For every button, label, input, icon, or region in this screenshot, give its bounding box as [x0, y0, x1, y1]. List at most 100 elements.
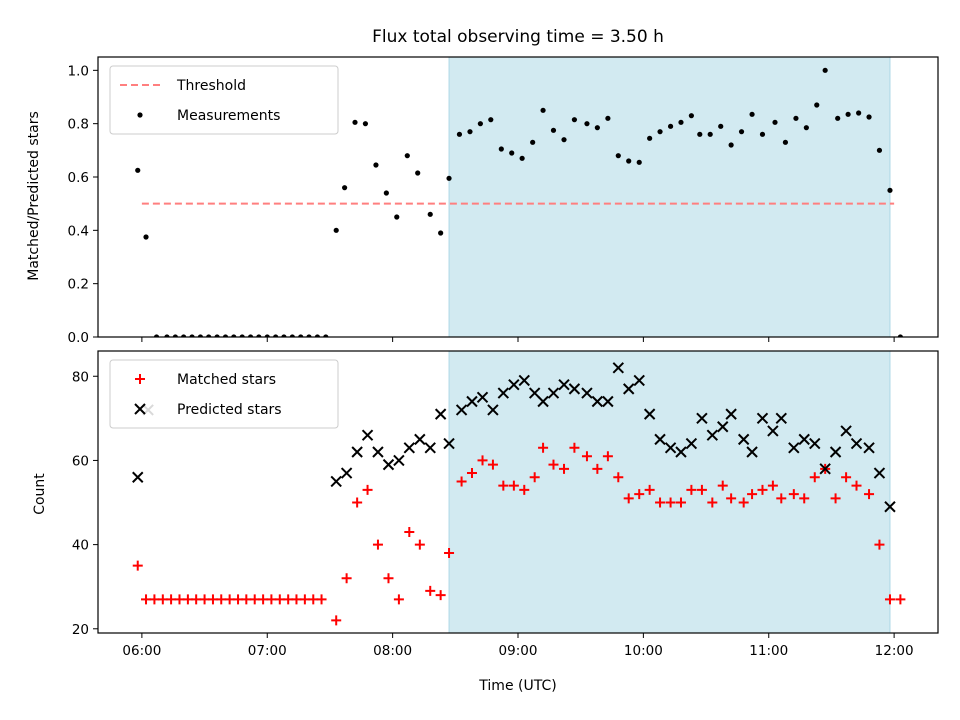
predicted-star-point — [424, 442, 436, 454]
measurement-point — [333, 227, 339, 233]
x-tick-label: 11:00 — [749, 643, 788, 659]
measurement-point — [605, 115, 611, 121]
measurement-point — [427, 211, 433, 217]
x-tick-label: 06:00 — [122, 643, 161, 659]
legend-label: Predicted stars — [177, 402, 282, 418]
predicted-star-point — [725, 408, 737, 420]
measurement-point — [477, 121, 483, 127]
predicted-star-point — [591, 395, 604, 408]
legend-box — [109, 359, 339, 429]
data-layer — [135, 67, 903, 337]
matched-star-point — [519, 484, 530, 495]
predicted-star-point — [443, 437, 455, 450]
measurement-point — [876, 147, 883, 153]
y-tick-label: 0.2 — [68, 277, 89, 293]
measurement-point — [467, 129, 473, 135]
predicted-star-point — [568, 383, 581, 395]
x-tick-label: 10:00 — [624, 643, 663, 659]
matched-star-point — [602, 451, 613, 462]
predicted-star-point — [518, 374, 530, 387]
matched-star-point — [132, 560, 143, 571]
legend: Matched stars Predicted stars — [109, 359, 339, 429]
matched-star-point — [707, 497, 718, 508]
x-axis-label: Time (UTC) — [478, 678, 556, 694]
measurement-point — [306, 334, 312, 337]
matched-star-point — [799, 493, 810, 504]
predicted-star-point — [717, 421, 729, 433]
matched-star-point — [665, 497, 676, 508]
measurement-point — [314, 334, 321, 337]
predicted-star-point — [819, 463, 831, 475]
matched-star-point — [166, 594, 177, 605]
measurement-point — [540, 107, 546, 113]
measurement-point — [206, 334, 212, 337]
measurement-point — [342, 185, 348, 191]
legend-label: Measurements — [177, 108, 280, 124]
matched-star-point — [274, 594, 285, 605]
measurement-point — [498, 146, 504, 152]
matched-star-point — [477, 455, 488, 466]
measurement-point — [239, 334, 245, 337]
predicted-star-point — [884, 501, 896, 513]
bottom-y-axis-label: Count — [32, 473, 48, 515]
predicted-star-point — [863, 442, 875, 454]
matched-star-point — [776, 493, 787, 504]
matched-star-point — [851, 480, 862, 491]
matched-star-point — [623, 493, 634, 504]
measurement-point — [509, 150, 515, 156]
measurement-point — [749, 111, 755, 117]
measurement-point — [887, 187, 893, 193]
measurement-point — [814, 102, 820, 108]
top-panel: Flux total observing time = 3.50 h Match… — [26, 27, 939, 346]
matched-star-point — [241, 594, 252, 605]
predicted-star-point — [340, 467, 353, 479]
measurement-point — [519, 155, 525, 161]
matched-star-point — [696, 484, 707, 495]
predicted-star-point — [528, 387, 541, 399]
predicted-star-point — [809, 437, 821, 450]
predicted-star-point — [612, 362, 625, 374]
matched-star-point — [717, 480, 728, 491]
measurement-point — [281, 334, 287, 337]
y-tick-label: 0.8 — [68, 117, 89, 133]
matched-star-point — [864, 489, 875, 500]
measurement-point — [678, 119, 684, 125]
matched-star-point — [316, 594, 327, 605]
measurement-point — [584, 121, 590, 127]
measurement-point — [143, 234, 149, 240]
measurement-point — [415, 170, 421, 176]
predicted-star-point — [487, 404, 499, 416]
matched-star-point — [435, 590, 446, 601]
measurement-point — [222, 334, 229, 337]
measurement-point — [772, 119, 778, 125]
y-tick-label: 0.0 — [68, 330, 89, 346]
measurement-point — [793, 115, 799, 121]
matched-star-point — [331, 615, 342, 626]
measurement-point — [298, 334, 304, 337]
legend-matched-marker — [135, 374, 145, 384]
measurement-point — [247, 334, 254, 337]
matched-star-point — [149, 594, 160, 605]
matched-star-point — [738, 497, 749, 508]
measurement-point — [561, 137, 567, 143]
matched-star-point — [487, 459, 498, 470]
predicted-star-point — [403, 442, 416, 454]
matched-star-point — [788, 489, 799, 500]
measurement-point — [822, 67, 828, 73]
predicted-star-point — [414, 433, 426, 446]
legend-box — [109, 65, 339, 135]
matched-star-point — [444, 548, 455, 559]
measurement-point — [404, 153, 410, 159]
y-tick-label: 80 — [72, 369, 89, 385]
x-tick-label: 08:00 — [373, 643, 412, 659]
predicted-star-point — [476, 391, 489, 404]
matched-star-point — [809, 472, 820, 483]
predicted-star-point — [643, 408, 656, 420]
matched-star-point — [841, 472, 852, 483]
matched-star-point — [830, 493, 841, 504]
predicted-star-point — [602, 395, 614, 408]
chart-title: Flux total observing time = 3.50 h — [372, 27, 664, 47]
predicted-star-point — [361, 429, 374, 441]
y-tick-label: 20 — [72, 622, 89, 638]
matched-star-point — [675, 497, 686, 508]
